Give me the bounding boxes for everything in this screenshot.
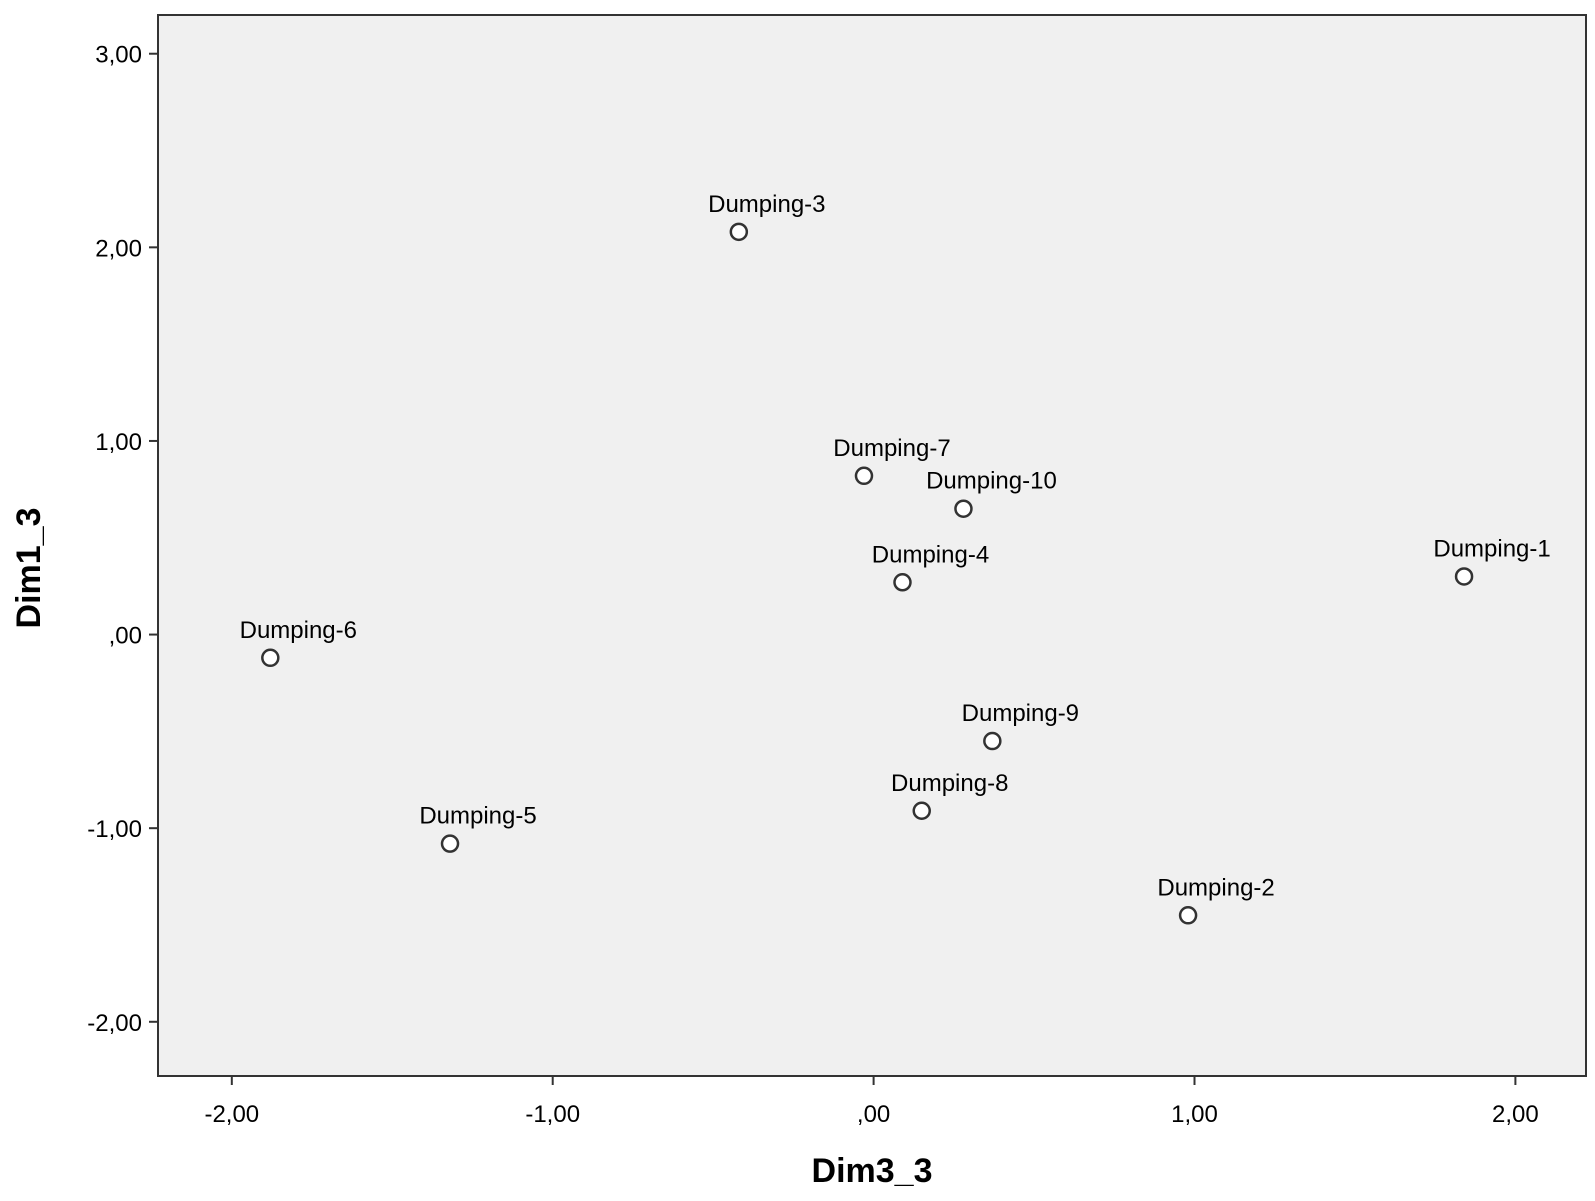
data-points: Dumping-1 Dumping-2 Dumping-3 Dumping-4 Dump… — [240, 191, 1551, 925]
data-point-label: Dumping-10 — [926, 468, 1057, 495]
x-axis-title: Dim3_3 — [812, 1152, 933, 1190]
x-tick-label: -1,00 — [525, 1101, 580, 1128]
y-tick-label: 1,00 — [95, 429, 142, 456]
data-point — [1454, 567, 1474, 586]
data-point-label: Dumping-3 — [708, 191, 825, 218]
data-point-label: Dumping-5 — [419, 803, 536, 830]
data-point — [854, 466, 874, 486]
x-tick-label: -2,00 — [204, 1101, 259, 1128]
x-tick-label: ,00 — [857, 1101, 890, 1128]
data-point — [1178, 906, 1198, 925]
data-point-label: Dumping-6 — [240, 617, 357, 644]
y-tick-label: 3,00 — [95, 42, 142, 69]
data-point — [893, 573, 912, 592]
x-axis: -2,00 -1,00 ,00 1,00 2,00 — [204, 1076, 1539, 1128]
x-tick-label: 2,00 — [1492, 1101, 1539, 1128]
data-point — [261, 648, 280, 668]
data-point-label: Dumping-1 — [1433, 535, 1550, 562]
y-tick-label: -1,00 — [87, 816, 142, 843]
data-point-label: Dumping-4 — [872, 541, 989, 568]
x-tick-label: 1,00 — [1171, 1101, 1218, 1128]
plot-area — [157, 14, 1587, 1077]
data-point — [440, 834, 460, 853]
y-tick-label: -2,00 — [87, 1010, 142, 1037]
data-point — [983, 731, 1002, 751]
data-point — [954, 499, 973, 518]
y-axis-title: Dim1_3 — [10, 508, 48, 629]
data-point-label: Dumping-7 — [833, 435, 950, 462]
y-tick-label: 2,00 — [95, 235, 142, 262]
data-point-label: Dumping-2 — [1157, 874, 1274, 901]
data-point-label: Dumping-8 — [891, 770, 1008, 797]
y-tick-label: ,00 — [109, 623, 142, 650]
y-axis: -2,00 -1,00 ,00 1,00 2,00 3,00 — [87, 42, 158, 1037]
data-point — [912, 801, 931, 820]
data-point-label: Dumping-9 — [962, 700, 1079, 727]
data-point — [729, 222, 749, 242]
